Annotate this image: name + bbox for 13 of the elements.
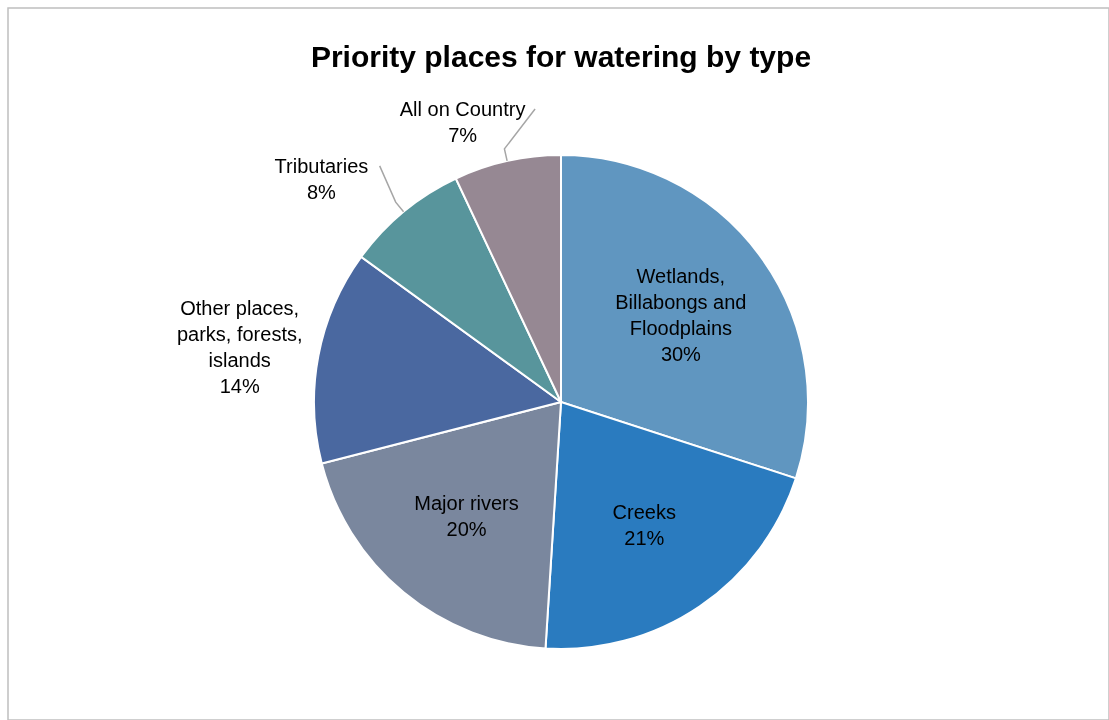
slice-label: All on Country — [399, 98, 526, 121]
slice-label: Wetlands, Billabongs and Floodplains — [615, 264, 747, 339]
data-label: 20% — [446, 518, 487, 541]
slice-label: Tributaries — [274, 154, 369, 177]
chart-title: Priority places for watering by type — [310, 40, 812, 73]
slice-label: Creeks — [612, 500, 676, 523]
data-label: 7% — [448, 124, 478, 147]
data-label: 14% — [219, 375, 260, 398]
data-label: 30% — [660, 342, 702, 365]
data-label: 21% — [624, 526, 665, 549]
data-label: 8% — [306, 180, 337, 203]
slice-label: Other places, parks, forests, islands — [176, 297, 303, 372]
slice-label: Major rivers — [414, 492, 519, 515]
